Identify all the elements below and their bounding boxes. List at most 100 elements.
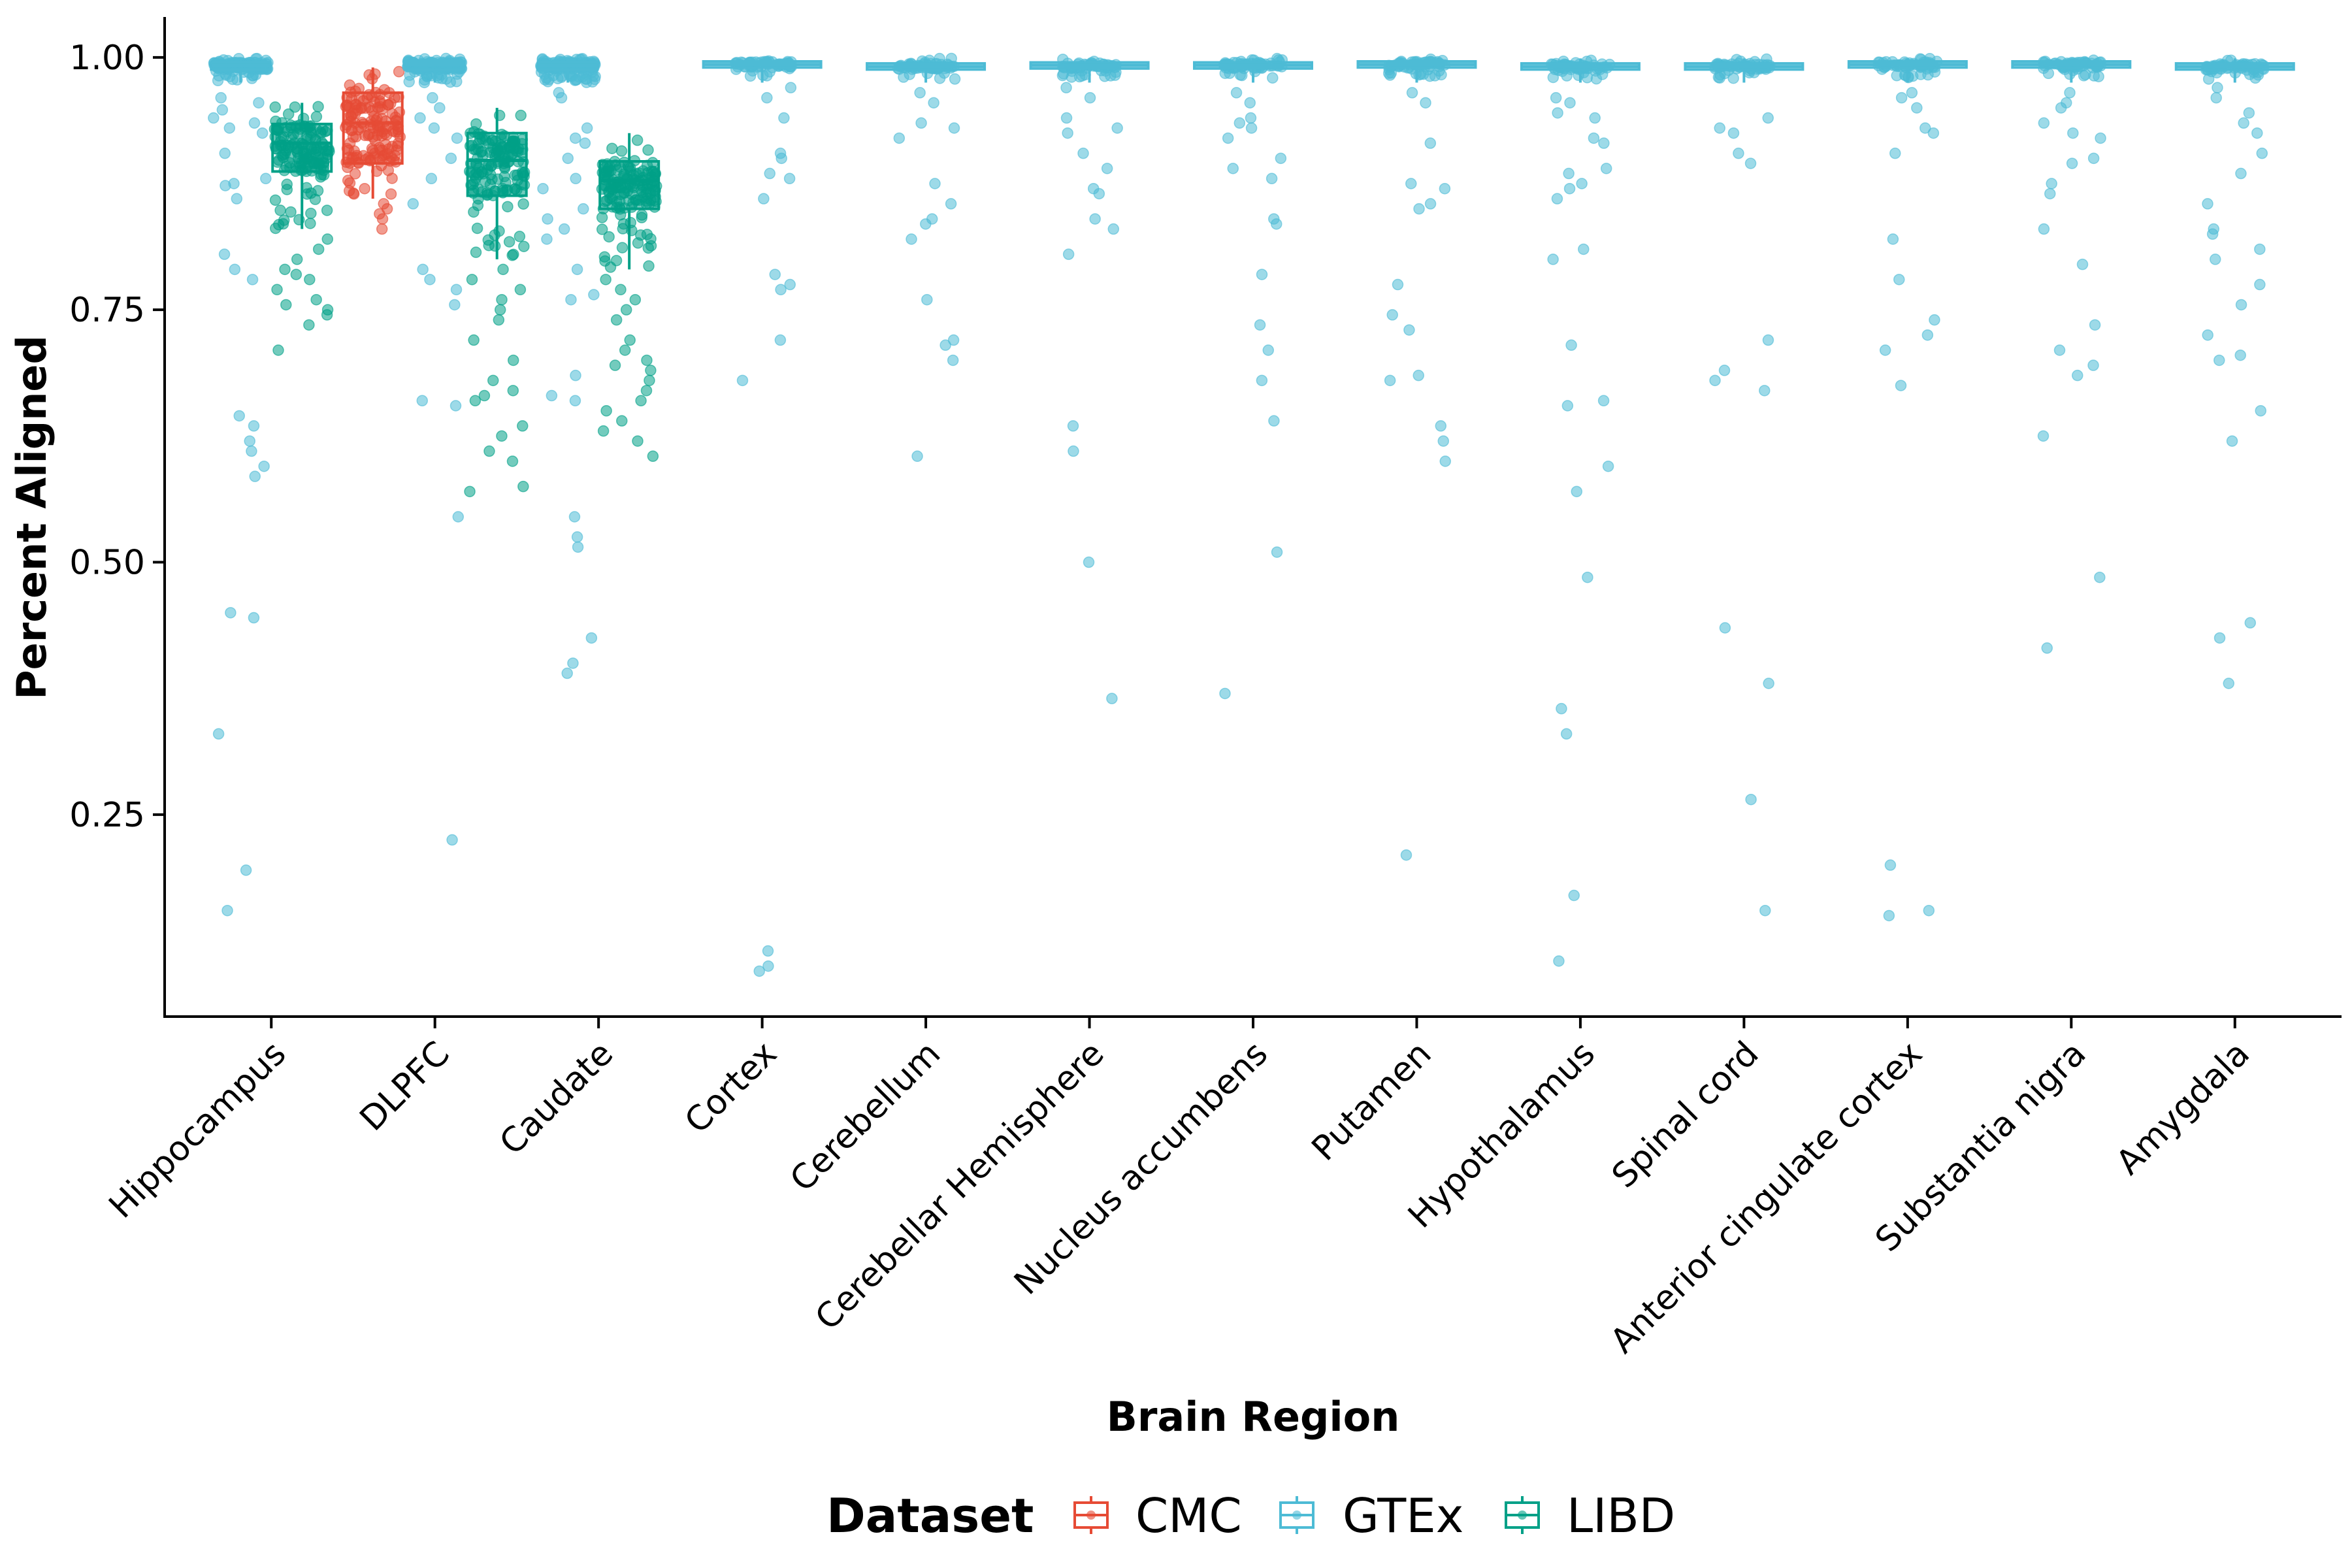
data-point: [1437, 435, 1449, 447]
data-point: [615, 145, 628, 157]
data-point: [1745, 793, 1757, 806]
data-point: [434, 102, 446, 114]
data-point: [311, 157, 323, 170]
legend-key-libd: [1505, 1496, 1540, 1534]
data-point: [1424, 70, 1436, 82]
data-point: [233, 410, 245, 422]
data-point: [517, 198, 529, 210]
box-group: [1847, 52, 1968, 922]
data-point: [2064, 87, 2076, 99]
data-point: [2038, 223, 2050, 235]
data-point: [493, 314, 505, 326]
data-point: [1588, 132, 1600, 144]
data-point: [494, 304, 506, 316]
data-point: [471, 222, 483, 235]
x-tick-label: Spinal cord: [1605, 1034, 1767, 1196]
data-point: [1895, 91, 1908, 104]
data-point: [1598, 137, 1610, 149]
data-point: [1560, 728, 1573, 740]
data-point: [371, 129, 384, 141]
data-point: [2210, 91, 2222, 104]
data-point: [624, 334, 636, 346]
data-point: [2066, 157, 2078, 169]
data-point: [2235, 167, 2247, 180]
box-rect: [342, 91, 404, 165]
data-point: [645, 365, 657, 376]
data-point: [220, 180, 231, 191]
data-point: [1077, 147, 1089, 159]
data-point: [635, 395, 647, 407]
data-point: [620, 304, 632, 316]
data-point: [240, 864, 252, 876]
data-point: [898, 71, 909, 83]
data-point: [1600, 163, 1612, 174]
data-point: [1256, 374, 1268, 387]
data-point: [1893, 274, 1905, 286]
data-point: [248, 117, 261, 129]
data-point: [1883, 909, 1895, 922]
data-point: [947, 334, 960, 346]
data-point: [492, 145, 504, 157]
data-point: [565, 293, 577, 306]
data-point: [2087, 359, 2099, 371]
data-point: [2038, 117, 2050, 129]
data-point: [1424, 198, 1437, 210]
data-point: [424, 274, 436, 286]
data-point: [546, 389, 558, 402]
data-point: [778, 112, 790, 124]
data-point: [569, 132, 581, 144]
data-point: [641, 229, 653, 240]
data-point: [280, 299, 292, 311]
data-point: [1222, 132, 1234, 144]
data-point: [567, 657, 579, 669]
data-point: [585, 632, 598, 644]
data-point: [1413, 369, 1424, 382]
data-point: [915, 117, 927, 129]
data-point: [1439, 182, 1451, 195]
data-point: [578, 203, 589, 215]
data-point: [1083, 556, 1095, 568]
data-point: [281, 178, 293, 190]
data-point: [290, 269, 302, 280]
data-point: [1763, 678, 1774, 689]
legend-item-libd[interactable]: LIBD: [1505, 1488, 1675, 1543]
data-point: [1439, 455, 1451, 467]
data-point: [753, 965, 765, 977]
data-point: [231, 193, 243, 204]
legend-item-gtex[interactable]: GTEx: [1279, 1488, 1463, 1543]
box-group: [208, 52, 274, 917]
data-point: [1565, 339, 1577, 351]
data-point: [246, 445, 257, 457]
data-point: [537, 182, 549, 195]
data-point: [2044, 188, 2056, 200]
box-group: [534, 52, 601, 679]
data-point: [2251, 127, 2263, 139]
data-point: [312, 185, 324, 197]
data-point: [1266, 172, 1278, 185]
data-point: [769, 269, 781, 280]
data-point: [1564, 97, 1576, 109]
data-point: [644, 374, 655, 387]
plot-area: [208, 52, 2295, 977]
data-point: [761, 91, 773, 104]
data-point: [1234, 69, 1247, 81]
data-point: [2252, 69, 2264, 81]
data-point: [1718, 365, 1731, 376]
data-point: [571, 263, 583, 276]
data-point: [229, 263, 241, 276]
data-point: [1602, 460, 1614, 472]
data-point: [1889, 147, 1901, 159]
data-point: [291, 253, 303, 265]
data-point: [627, 197, 639, 208]
data-point: [2255, 404, 2266, 417]
data-point: [569, 395, 581, 407]
data-point: [514, 284, 527, 296]
data-point: [542, 213, 553, 225]
data-point: [502, 201, 514, 213]
data-point: [385, 188, 397, 200]
data-point: [631, 134, 644, 146]
data-point: [2226, 435, 2238, 447]
legend-item-cmc[interactable]: CMC: [1073, 1488, 1242, 1543]
data-point: [1106, 693, 1118, 704]
data-point: [775, 284, 787, 296]
